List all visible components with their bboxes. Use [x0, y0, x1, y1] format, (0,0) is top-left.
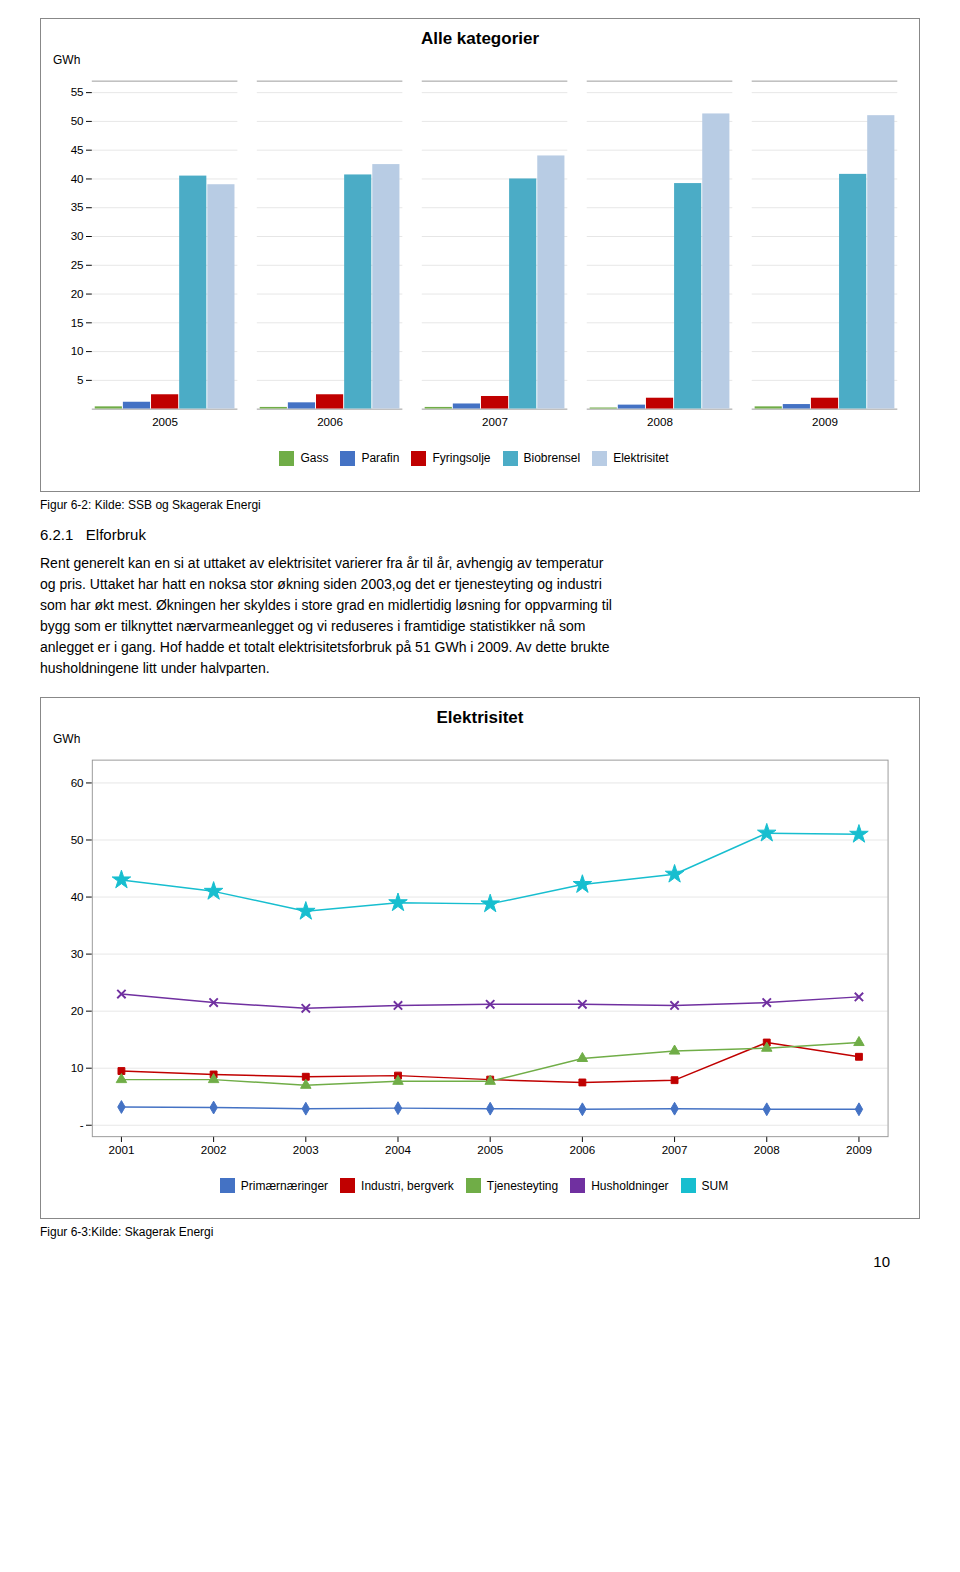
svg-text:2009: 2009: [846, 1142, 872, 1155]
html-text:Industri, bergverk: Industri, bergverk: [361, 1178, 454, 1193]
svg-text:50: 50: [71, 832, 84, 845]
svg-text:2008: 2008: [647, 415, 673, 428]
html-text:GWh: GWh: [53, 731, 81, 746]
html-text:Rent generelt kan en si at utt: Rent generelt kan en si at uttaket av el…: [40, 554, 612, 676]
html-text:Primærnæringer: Primærnæringer: [240, 1178, 329, 1193]
svg-text:15: 15: [71, 316, 84, 329]
html-text:10: 10: [873, 1253, 890, 1270]
html-text:GWh: GWh: [53, 53, 81, 67]
html-text:Biobrensel: Biobrensel: [523, 451, 581, 466]
svg-text:20: 20: [71, 1004, 84, 1017]
html-text:Parafin: Parafin: [361, 451, 400, 466]
svg-text:45: 45: [71, 143, 84, 156]
svg-text:2003: 2003: [293, 1142, 319, 1155]
svg-text:2007: 2007: [662, 1142, 688, 1155]
svg-text:60: 60: [71, 775, 84, 788]
svg-text:40: 40: [71, 890, 84, 903]
svg-text:55: 55: [71, 85, 84, 98]
svg-text:2004: 2004: [385, 1142, 411, 1155]
svg-text:5: 5: [77, 373, 83, 386]
svg-text:30: 30: [71, 947, 84, 960]
html-text:6.2.1 Elforbruk: 6.2.1 Elforbruk: [40, 525, 146, 543]
html-text:Elektrisitet: Elektrisitet: [613, 451, 669, 466]
svg-text:2002: 2002: [201, 1142, 227, 1155]
svg-text:2007: 2007: [482, 415, 508, 428]
svg-text:2005: 2005: [152, 415, 178, 428]
svg-text:10: 10: [71, 344, 84, 357]
svg-text:35: 35: [71, 200, 84, 213]
html-text:Figur 6-3:Kilde: Skagerak Ener: Figur 6-3:Kilde: Skagerak Energi: [40, 1225, 214, 1239]
html-text:Fyringsolje: Fyringsolje: [432, 451, 491, 466]
html-text:Gass: Gass: [300, 451, 329, 466]
svg-text:2005: 2005: [477, 1142, 503, 1155]
svg-text:30: 30: [71, 229, 84, 242]
svg-text:2006: 2006: [317, 415, 343, 428]
svg-text:50: 50: [71, 114, 84, 127]
svg-text:2006: 2006: [569, 1142, 595, 1155]
svg-text:-: -: [80, 1118, 84, 1131]
html-text:Husholdninger: Husholdninger: [591, 1178, 669, 1193]
svg-text:2008: 2008: [754, 1142, 780, 1155]
svg-text:25: 25: [71, 258, 84, 271]
html-text:Alle kategorier: Alle kategorier: [420, 29, 539, 48]
html-text:Tjenesteyting: Tjenesteyting: [486, 1178, 559, 1193]
html-text:Figur 6-2: Kilde: SSB og Skage: Figur 6-2: Kilde: SSB og Skagerak Energi: [40, 497, 261, 512]
svg-text:40: 40: [71, 172, 84, 185]
html-text:SUM: SUM: [701, 1178, 729, 1193]
svg-text:2001: 2001: [108, 1142, 134, 1155]
html-text:Elektrisitet: Elektrisitet: [436, 707, 524, 727]
svg-text:20: 20: [71, 287, 84, 300]
svg-text:2009: 2009: [812, 415, 838, 428]
svg-text:10: 10: [71, 1061, 84, 1074]
